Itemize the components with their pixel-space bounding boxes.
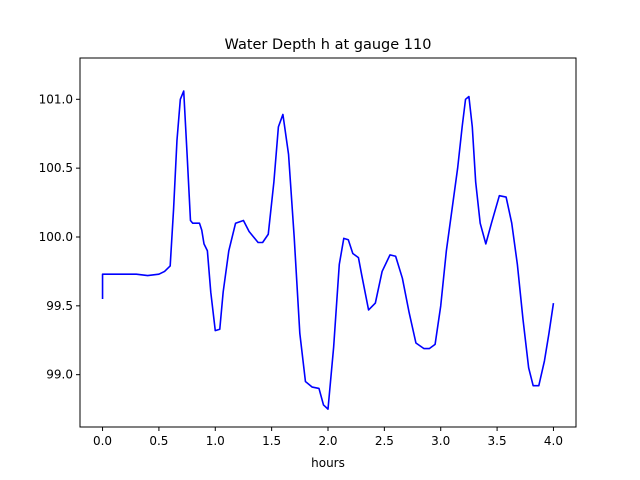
x-tick-label: 4.0 (544, 434, 563, 448)
series-line (101, 90, 555, 410)
y-tick-label: 99.5 (46, 299, 73, 313)
plot-frame (79, 57, 577, 428)
x-tick-label: 1.0 (206, 434, 225, 448)
x-tick-label: 0.0 (93, 434, 112, 448)
x-tick-label: 0.5 (149, 434, 168, 448)
plot-area (79, 57, 577, 428)
x-tick-label: 3.0 (431, 434, 450, 448)
y-tick-label: 100.0 (39, 230, 73, 244)
x-tick-label: 2.5 (375, 434, 394, 448)
x-tick-label: 3.5 (488, 434, 507, 448)
y-axis: 99.0 99.5 100.0 100.5 101.0 (39, 92, 80, 382)
x-axis-label: hours (311, 456, 345, 470)
y-tick-label: 101.0 (39, 92, 73, 106)
y-tick-label: 99.0 (46, 368, 73, 382)
x-axis: 0.0 0.5 1.0 1.5 2.0 2.5 3.0 3.5 4.0 (93, 427, 563, 448)
x-tick-label: 1.5 (262, 434, 281, 448)
y-tick-label: 100.5 (39, 161, 73, 175)
chart-title: Water Depth h at gauge 110 (225, 37, 432, 53)
x-tick-label: 2.0 (318, 434, 337, 448)
